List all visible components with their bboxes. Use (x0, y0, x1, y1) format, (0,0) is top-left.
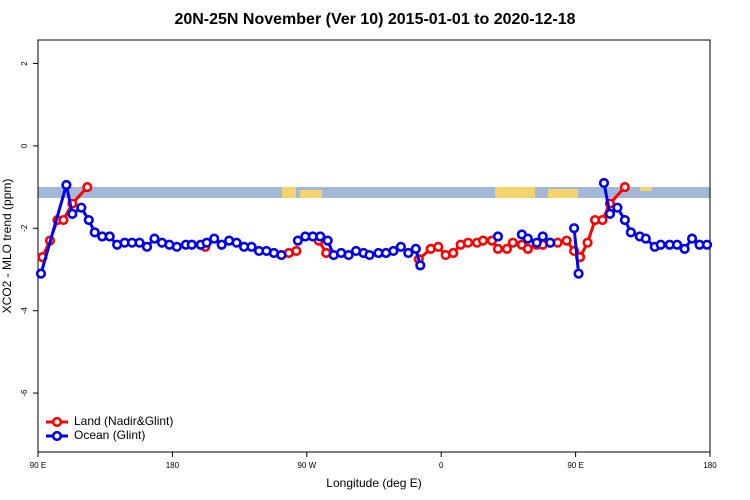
data-point (364, 249, 375, 261)
x-tick-label: 90 E (567, 461, 583, 470)
data-point (597, 214, 608, 226)
data-point (569, 223, 580, 234)
y-tick-label: -6 (20, 389, 29, 397)
y-tick-label: -4 (20, 307, 29, 315)
data-point (292, 235, 303, 246)
data-point (655, 239, 666, 250)
data-point (395, 241, 406, 252)
x-tick-label: 180 (703, 461, 717, 470)
y-tick-label: 0 (20, 143, 29, 148)
data-point (522, 233, 533, 244)
map-land (282, 187, 296, 198)
legend-label: Land (Nadir&Glint) (74, 414, 173, 428)
data-point (477, 235, 489, 246)
y-axis-label: XCO2 - MLO trend (ppm) (0, 179, 14, 314)
x-tick-label: 90 W (297, 461, 316, 470)
data-point (448, 247, 459, 259)
map-land (640, 187, 652, 191)
data-point (507, 237, 518, 248)
data-point (231, 237, 242, 248)
legend-label: Ocean (Glint) (74, 428, 145, 442)
x-tick-label: 0 (439, 461, 444, 470)
data-point (82, 181, 93, 193)
data-point (598, 177, 610, 189)
data-point (619, 181, 630, 193)
data-point (531, 237, 542, 248)
data-point (141, 241, 153, 252)
data-point (561, 235, 572, 246)
data-point (403, 247, 414, 259)
data-point (410, 243, 421, 254)
legend-marker (51, 430, 63, 442)
data-point (315, 231, 326, 242)
data-point (537, 231, 548, 242)
data-point (545, 237, 556, 248)
data-point (58, 214, 69, 226)
data-point (216, 239, 227, 250)
data-point (186, 239, 197, 250)
data-point (640, 233, 651, 244)
data-point (83, 214, 94, 226)
data-point (701, 239, 713, 250)
data-point (322, 235, 333, 246)
data-point (134, 237, 145, 248)
map-land (300, 190, 322, 198)
data-point (201, 237, 212, 248)
data-point (415, 260, 426, 271)
data-point (619, 214, 630, 226)
data-point (522, 243, 533, 254)
data-point (104, 231, 115, 242)
data-point (582, 237, 593, 248)
data-point (462, 237, 474, 248)
map-strip (38, 187, 710, 198)
data-point (573, 268, 584, 279)
data-point (276, 249, 287, 261)
data-point (209, 233, 220, 244)
map-land (548, 189, 578, 198)
x-axis-label: Longitude (deg E) (326, 476, 421, 490)
data-point (76, 202, 87, 213)
data-point (246, 241, 257, 252)
data-point (67, 208, 78, 219)
data-point (61, 179, 72, 191)
y-tick-label: 2 (20, 61, 29, 66)
chart-title: 20N-25N November (Ver 10) 2015-01-01 to … (174, 11, 575, 28)
data-point (604, 208, 616, 219)
x-tick-label: 180 (166, 461, 180, 470)
data-point (679, 243, 690, 254)
x-tick-label: 90 E (30, 461, 46, 470)
data-point (612, 202, 623, 213)
legend-marker (51, 416, 63, 428)
data-point (492, 243, 504, 254)
data-point (291, 245, 302, 257)
data-point (171, 241, 182, 252)
data-point (149, 233, 160, 244)
data-point (686, 233, 698, 244)
y-tick-label: -2 (20, 224, 29, 232)
map-land (495, 187, 535, 198)
data-point (388, 245, 399, 257)
data-point (433, 241, 444, 252)
data-point (35, 268, 47, 279)
data-point (501, 243, 513, 254)
data-point (343, 249, 354, 261)
data-point (89, 227, 100, 238)
data-point (492, 231, 504, 242)
data-point (625, 227, 636, 238)
data-point (672, 239, 683, 250)
